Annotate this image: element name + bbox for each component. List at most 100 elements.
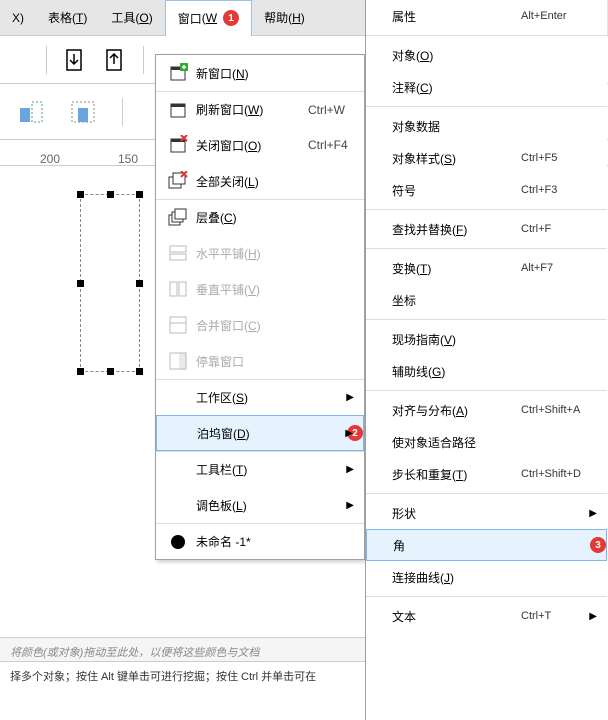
menu-item-调色板[interactable]: 调色板(L)▶ (156, 487, 364, 523)
submenu-label: 查找并替换(F) (392, 221, 521, 238)
submenu-item-变换[interactable]: 变换(T)Alt+F7 (366, 248, 607, 284)
shortcut: Ctrl+Shift+D (521, 468, 607, 480)
submenu-item-坐标[interactable]: 坐标 (366, 284, 607, 316)
submenu-item-属性[interactable]: 属性Alt+Enter (366, 0, 607, 32)
submenu-label: 对象样式(S) (392, 150, 521, 167)
submenu-label: 变换(T) (392, 260, 521, 277)
tile-h-icon (164, 243, 192, 263)
submenu-label: 属性 (392, 8, 521, 25)
submenu-item-连接曲线[interactable]: 连接曲线(J) (366, 561, 607, 593)
submenu-item-步长和重复[interactable]: 步长和重复(T)Ctrl+Shift+D (366, 458, 607, 490)
shortcut: Ctrl+F3 (521, 184, 607, 196)
import-button[interactable] (57, 42, 93, 78)
submenu-item-符号[interactable]: 符号Ctrl+F3 (366, 174, 607, 206)
menu-label: 泊坞窗(D) (193, 425, 341, 442)
submenu-item-对齐与分布[interactable]: 对齐与分布(A)Ctrl+Shift+A (366, 390, 607, 426)
shortcut: Alt+F7 (521, 262, 607, 274)
status-bar: 择多个对象；按住 Alt 键单击可进行挖掘；按住 Ctrl 并单击可在 (0, 661, 365, 690)
submenu-item-使对象适合路径[interactable]: 使对象适合路径 (366, 426, 607, 458)
submenu-item-对象样式[interactable]: 对象样式(S)Ctrl+F5 (366, 142, 607, 174)
submenu-label: 步长和重复(T) (392, 466, 521, 483)
menu-label: 工作区(S) (192, 389, 364, 406)
submenu-item-形状[interactable]: 形状▶ (366, 493, 607, 529)
menu-item-垂直平铺: 垂直平铺(V) (156, 271, 364, 307)
submenu-label: 坐标 (392, 292, 607, 309)
doc-icon (164, 532, 192, 552)
menu-item-停靠窗口: 停靠窗口 (156, 343, 364, 379)
submenu-label: 现场指南(V) (392, 331, 607, 348)
menu-label: 刷新窗口(W) (192, 101, 308, 118)
menu-item-刷新窗口[interactable]: 刷新窗口(W)Ctrl+W (156, 91, 364, 127)
submenu-label: 辅助线(G) (392, 363, 607, 380)
menu-label: 层叠(C) (192, 209, 364, 226)
tile-v-icon (164, 279, 192, 299)
submenu-label: 注释(C) (392, 79, 607, 96)
badge-1: 1 (223, 10, 239, 26)
menu-label: 垂直平铺(V) (192, 281, 364, 298)
export-button[interactable] (97, 42, 133, 78)
shortcut: Ctrl+Shift+A (521, 404, 607, 416)
submenu-label: 文本 (392, 608, 521, 625)
shortcut: Alt+Enter (521, 10, 607, 22)
dock-icon (164, 351, 192, 371)
menu-item-合并窗口: 合并窗口(C) (156, 307, 364, 343)
shortcut: Ctrl+W (308, 103, 364, 117)
selection-rect[interactable] (80, 194, 140, 372)
submenu-item-辅助线[interactable]: 辅助线(G) (366, 355, 607, 387)
menu-item-水平平铺: 水平平铺(H) (156, 235, 364, 271)
menu-item-层叠[interactable]: 层叠(C) (156, 199, 364, 235)
menu-label: 水平平铺(H) (192, 245, 364, 262)
menu-item-tools[interactable]: 工具(O) (99, 0, 164, 36)
submenu-item-注释[interactable]: 注释(C) (366, 71, 607, 103)
menu-item-table[interactable]: 表格(T) (36, 0, 99, 36)
menu-label: 关闭窗口(O) (192, 137, 308, 154)
submenu-label: 连接曲线(J) (392, 569, 607, 586)
submenu-item-角[interactable]: 角3 (366, 529, 607, 561)
new-window-icon (164, 63, 192, 83)
menu-item-工具栏[interactable]: 工具栏(T)▶ (156, 451, 364, 487)
submenu-label: 对象数据 (392, 118, 607, 135)
menu-item-未命名 -1*[interactable]: 未命名 -1* (156, 523, 364, 559)
menu-item-x[interactable]: X) (0, 0, 36, 36)
submenu-label: 角 (393, 537, 584, 554)
menu-label: 停靠窗口 (192, 353, 364, 370)
shortcut: Ctrl+F5 (521, 152, 607, 164)
menu-item-泊坞窗[interactable]: 泊坞窗(D)2▶ (156, 415, 364, 451)
submenu-label: 对齐与分布(A) (392, 402, 521, 419)
menu-label: 未命名 -1* (192, 533, 364, 550)
menu-label: 全部关闭(L) (192, 173, 364, 190)
menu-item-关闭窗口[interactable]: 关闭窗口(O)Ctrl+F4 (156, 127, 364, 163)
snap-button-1[interactable] (12, 92, 52, 132)
menu-item-help[interactable]: 帮助(H) (252, 0, 317, 36)
menu-item-新窗口[interactable]: 新窗口(N) (156, 55, 364, 91)
submenu-item-对象数据[interactable]: 对象数据 (366, 106, 607, 142)
submenu-item-现场指南[interactable]: 现场指南(V) (366, 319, 607, 355)
submenu-label: 符号 (392, 182, 521, 199)
shortcut: Ctrl+F4 (308, 138, 364, 152)
menu-item-window[interactable]: 窗口(W1 (165, 0, 252, 36)
submenu-arrow-icon: ▶ (346, 392, 354, 403)
submenu-arrow-icon: ▶ (346, 500, 354, 511)
submenu-label: 对象(O) (392, 47, 607, 64)
menu-label: 新窗口(N) (192, 65, 364, 82)
menu-label: 合并窗口(C) (192, 317, 364, 334)
submenu-item-对象[interactable]: 对象(O) (366, 35, 607, 71)
window-menu-dropdown: 新窗口(N)刷新窗口(W)Ctrl+W关闭窗口(O)Ctrl+F4全部关闭(L)… (155, 54, 365, 560)
close-all-icon (164, 171, 192, 191)
submenu-arrow-icon: ▶ (345, 428, 353, 439)
menu-label: 调色板(L) (192, 497, 364, 514)
menu-label: 工具栏(T) (192, 461, 364, 478)
snap-button-2[interactable] (64, 92, 104, 132)
submenu-item-查找并替换[interactable]: 查找并替换(F)Ctrl+F (366, 209, 607, 245)
close-window-icon (164, 135, 192, 155)
cascade-icon (164, 208, 192, 228)
shortcut: Ctrl+F (521, 223, 607, 235)
submenu-arrow-icon: ▶ (589, 611, 597, 622)
submenu-label: 使对象适合路径 (392, 434, 607, 451)
submenu-label: 形状 (392, 505, 607, 522)
menu-item-工作区[interactable]: 工作区(S)▶ (156, 379, 364, 415)
submenu-item-文本[interactable]: 文本Ctrl+T▶ (366, 596, 607, 632)
submenu-arrow-icon: ▶ (346, 464, 354, 475)
menu-item-全部关闭[interactable]: 全部关闭(L) (156, 163, 364, 199)
dockers-submenu: 属性Alt+Enter对象(O)注释(C)对象数据对象样式(S)Ctrl+F5符… (365, 0, 607, 720)
